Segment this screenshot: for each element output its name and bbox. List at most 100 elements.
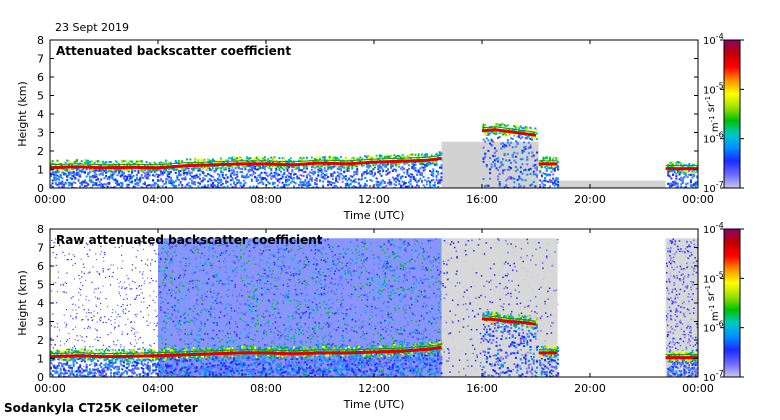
aerosol-cell — [354, 178, 357, 181]
noise-speck — [166, 375, 169, 377]
aerosol-cell — [212, 182, 214, 185]
aerosol-cell — [526, 173, 529, 176]
aerosol-cell — [215, 167, 218, 170]
aerosol-cell — [61, 180, 64, 183]
aerosol-cell — [254, 165, 257, 168]
noise-speck — [262, 330, 265, 333]
noise-speck — [405, 293, 407, 295]
aerosol-cell — [84, 184, 87, 187]
aerosol-cell — [305, 167, 308, 170]
noise-speck — [348, 270, 351, 272]
aerosol-cell — [536, 166, 538, 169]
noise-speck — [324, 240, 327, 243]
aerosol-cell — [61, 182, 64, 185]
aerosol-cell — [278, 178, 281, 181]
cloud-edge-cell — [372, 156, 375, 159]
aerosol-cell — [348, 185, 351, 188]
cloud-edge-cell — [508, 133, 511, 136]
noise-speck — [402, 287, 405, 289]
aerosol-cell — [414, 178, 417, 181]
x-tick-label: 04:00 — [142, 193, 174, 206]
cloud-edge-cell — [435, 153, 438, 156]
noise-speck — [373, 299, 375, 301]
aerosol-cell — [333, 171, 336, 174]
aerosol-cell — [422, 184, 425, 187]
noise-speck — [394, 344, 397, 347]
noise-speck — [423, 257, 425, 260]
noise-speck — [305, 371, 307, 373]
noise-speck — [370, 282, 372, 285]
aerosol-cell — [378, 170, 381, 173]
aerosol-cell — [90, 186, 93, 188]
noise-speck — [214, 299, 217, 302]
aerosol-cell — [134, 183, 137, 186]
aerosol-cell — [440, 166, 443, 169]
noise-speck — [321, 343, 323, 345]
cloud-edge-cell — [215, 166, 218, 169]
noise-speck — [234, 268, 236, 271]
aerosol-cell — [393, 186, 396, 188]
cloud-edge-cell — [536, 138, 538, 141]
noise-speck — [203, 325, 206, 327]
aerosol-cell — [88, 179, 91, 182]
noise-speck — [370, 311, 373, 314]
aerosol-cell — [111, 177, 114, 180]
noise-speck — [337, 373, 340, 375]
aerosol-cell — [69, 183, 72, 186]
noise-speck — [257, 273, 259, 275]
aerosol-cell — [212, 185, 214, 188]
cloud-edge-cell — [548, 161, 551, 164]
noise-speck — [247, 373, 250, 376]
noise-speck — [349, 241, 352, 243]
noise-speck — [380, 326, 382, 328]
aerosol-cell — [208, 173, 211, 176]
aerosol-cell — [430, 173, 433, 176]
noise-speck — [192, 367, 195, 370]
noise-speck — [293, 312, 295, 314]
noise-speck — [170, 259, 173, 261]
cloud-edge-cell — [160, 161, 163, 164]
aerosol-cell — [213, 179, 216, 182]
cloud-edge-cell — [262, 167, 265, 170]
aerosol-cell — [297, 177, 300, 180]
aerosol-cell — [139, 178, 142, 181]
noise-speck — [190, 249, 192, 251]
cloud-edge-cell — [74, 169, 77, 172]
noise-speck — [318, 322, 320, 324]
aerosol-cell — [265, 171, 268, 174]
aerosol-cell — [331, 175, 334, 178]
cloud-edge-cell — [531, 136, 534, 139]
noise-speck — [365, 293, 368, 296]
noise-speck — [389, 265, 392, 268]
cloud-edge-cell — [192, 166, 195, 169]
noise-speck — [398, 360, 401, 363]
aerosol-cell — [158, 174, 161, 177]
aerosol-cell — [367, 171, 370, 174]
noise-speck — [360, 294, 363, 296]
noise-speck — [383, 263, 386, 265]
aerosol-cell — [380, 166, 383, 169]
noise-speck — [190, 332, 192, 334]
noise-speck — [251, 310, 253, 313]
aerosol-cell — [302, 184, 305, 187]
aerosol-cell — [354, 180, 357, 183]
cloud-edge-cell — [257, 157, 260, 160]
noise-speck — [333, 328, 335, 330]
cloud-edge-cell — [694, 169, 697, 172]
noise-speck — [315, 267, 317, 270]
noise-speck — [282, 294, 285, 297]
aerosol-cell — [553, 181, 556, 184]
cloud-edge-cell — [205, 167, 208, 170]
aerosol-cell — [327, 184, 330, 187]
aerosol-cell — [260, 181, 263, 184]
aerosol-cell — [317, 171, 320, 174]
aerosol-cell — [680, 179, 683, 182]
aerosol-cell — [309, 177, 312, 180]
noise-speck — [209, 264, 212, 267]
noise-speck — [250, 368, 253, 370]
noise-speck — [440, 293, 443, 296]
noise-speck — [416, 342, 419, 345]
noise-speck — [348, 339, 351, 341]
noise-speck — [271, 276, 273, 279]
aerosol-cell — [233, 186, 236, 188]
